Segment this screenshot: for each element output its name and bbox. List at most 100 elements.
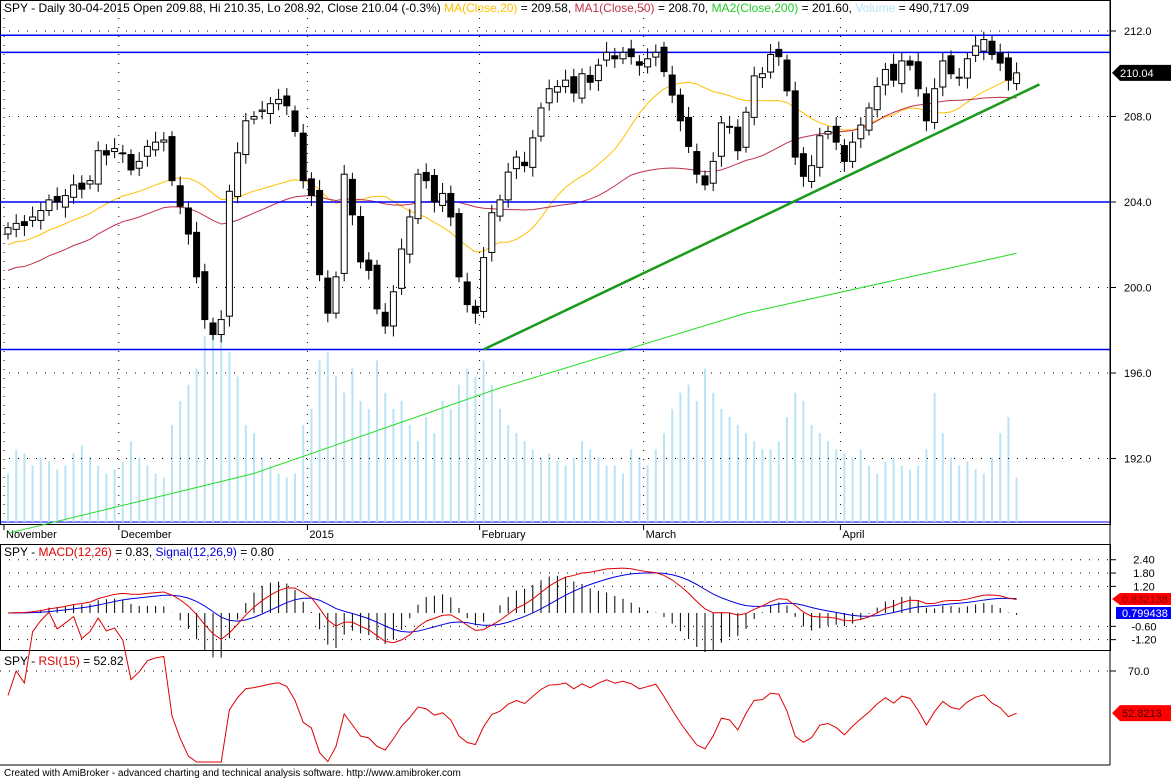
- volume-bar: [64, 465, 67, 522]
- candle-body: [988, 40, 996, 56]
- candle-body: [365, 259, 373, 271]
- candle-body: [611, 55, 619, 60]
- candle-body: [20, 221, 28, 227]
- candle-body: [389, 291, 397, 327]
- candle-body: [1013, 72, 1021, 85]
- candle-body: [53, 195, 61, 203]
- volume-bar: [277, 473, 280, 522]
- macd-tick-label: 1.80: [1133, 568, 1154, 580]
- volume-bar: [950, 457, 952, 522]
- macd-tick-label: -0.60: [1131, 621, 1156, 633]
- volume-bar: [294, 473, 296, 522]
- legend-macd: MACD(12,26): [38, 545, 112, 559]
- volume-bar: [187, 384, 190, 522]
- volume-bar: [130, 441, 132, 522]
- price-tick-label: 196.0: [1124, 368, 1152, 380]
- candle-body: [266, 103, 274, 115]
- volume-bar: [458, 384, 460, 522]
- volume-bar: [1007, 417, 1010, 522]
- legend-ma200: MA2(Close,200): [711, 1, 799, 15]
- candle-body: [865, 107, 873, 131]
- volume-value: = 490,717.09: [895, 1, 970, 15]
- footer-credit: Created with AmiBroker - advanced charti…: [4, 768, 461, 779]
- legend-rsi: RSI(15): [38, 654, 80, 668]
- candle-body: [783, 59, 791, 92]
- macd-line: [7, 567, 1017, 644]
- date-label: 2015: [309, 529, 333, 541]
- volume-bar: [736, 425, 739, 522]
- volume-bar: [310, 408, 313, 522]
- ma20-line: [7, 75, 1017, 253]
- candle-body: [463, 281, 471, 306]
- macd-prefix: SPY -: [4, 545, 39, 559]
- volume-bar: [769, 449, 772, 522]
- candle-body: [914, 61, 922, 90]
- volume-bar: [15, 449, 18, 522]
- volume-bar: [408, 425, 411, 522]
- volume-bar: [72, 453, 75, 522]
- volume-bar: [302, 425, 305, 522]
- candle-body: [881, 68, 889, 86]
- volume-bar: [318, 360, 321, 522]
- candle-body: [45, 199, 53, 212]
- macd-pane-header: SPY - MACD(12,26) = 0.83, Signal(12,26,9…: [4, 545, 274, 559]
- candle-body: [931, 88, 939, 123]
- volume-bar: [999, 433, 1002, 522]
- candle-body: [160, 139, 168, 143]
- candle-body: [676, 94, 684, 122]
- volume-bar: [392, 408, 395, 522]
- volume-bar: [663, 433, 665, 522]
- volume-bar: [581, 441, 583, 522]
- volume-bar: [753, 441, 756, 522]
- candle-body: [86, 180, 94, 185]
- volume-bar: [630, 449, 633, 522]
- volume-bar: [728, 417, 731, 522]
- volume-bar: [671, 408, 674, 522]
- candle-body: [644, 58, 652, 68]
- price-tick-label: 200.0: [1124, 283, 1152, 295]
- candle-body: [373, 264, 381, 310]
- price-tick-label: 192.0: [1124, 454, 1152, 466]
- candle-body: [627, 48, 635, 58]
- candle-body: [102, 150, 110, 156]
- legend-ma20: MA(Close,20): [444, 1, 518, 15]
- volume-bar: [613, 465, 616, 522]
- rsi-tick-label: 70.0: [1128, 666, 1149, 678]
- rsi-line: [7, 611, 1017, 763]
- volume-bar: [638, 457, 641, 522]
- candle-body: [791, 90, 799, 158]
- volume-bar: [441, 400, 444, 522]
- candle-body: [980, 39, 988, 52]
- volume-bar: [851, 457, 854, 522]
- candle-body: [996, 52, 1004, 64]
- candle-body: [258, 109, 266, 112]
- volume-bar: [917, 465, 920, 522]
- volume-bar: [48, 461, 50, 522]
- volume-bar: [523, 441, 526, 522]
- candle-body: [521, 161, 529, 167]
- ma200-line: [7, 472, 255, 534]
- candle-body: [570, 76, 578, 94]
- volume-bar: [482, 360, 485, 522]
- signal-value-tag: [1116, 607, 1171, 619]
- volume-bar: [80, 445, 83, 522]
- candle-body: [201, 271, 209, 321]
- volume-bar: [687, 384, 690, 522]
- candle-body: [176, 185, 184, 207]
- candle-body: [685, 116, 693, 147]
- volume-bar: [818, 433, 821, 522]
- ma200-value: = 201.60,: [798, 1, 856, 15]
- candle-body: [578, 73, 586, 99]
- volume-bar: [646, 465, 649, 522]
- candle-body: [849, 141, 857, 162]
- signal-value-label: 0.799438: [1122, 608, 1168, 620]
- candle-body: [275, 98, 283, 105]
- volume-bar: [966, 461, 969, 522]
- candle-body: [537, 107, 545, 137]
- volume-bar: [146, 465, 149, 522]
- candle-body: [947, 55, 955, 75]
- candle-body: [701, 175, 709, 186]
- candle-body: [488, 212, 496, 253]
- price-tick-label: 204.0: [1124, 197, 1152, 209]
